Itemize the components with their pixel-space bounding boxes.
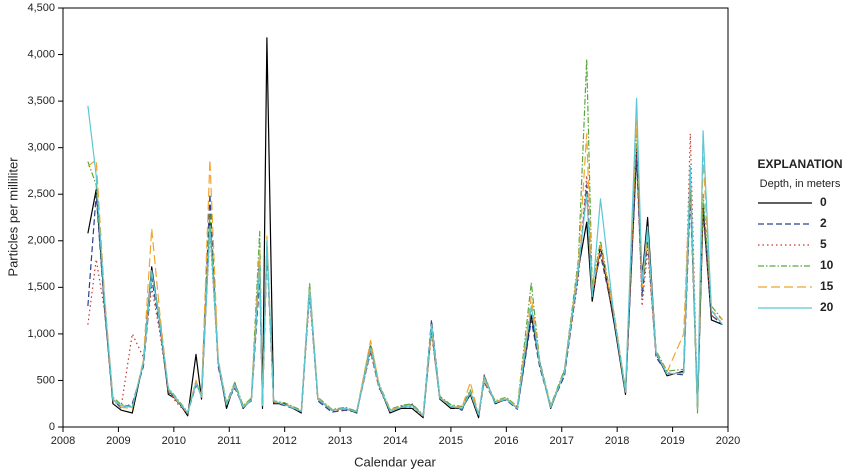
- legend-label: 15: [820, 279, 834, 293]
- y-tick-label: 0: [49, 421, 55, 433]
- y-tick-label: 3,500: [27, 95, 55, 107]
- series-line: [87, 133, 723, 418]
- x-tick-label: 2016: [494, 435, 518, 447]
- y-tick-label: 3,000: [27, 142, 55, 154]
- x-tick-label: 2008: [51, 435, 75, 447]
- legend-label: 10: [820, 258, 834, 272]
- legend-label: 0: [820, 195, 827, 209]
- x-tick-label: 2015: [439, 435, 463, 447]
- legend-label: 5: [820, 237, 827, 251]
- y-tick-label: 4,000: [27, 48, 55, 60]
- y-tick-label: 4,500: [27, 2, 55, 14]
- y-axis-title: Particles per milliliter: [5, 157, 20, 277]
- y-tick-label: 2,000: [27, 235, 55, 247]
- series-line: [87, 58, 723, 416]
- legend-label: 20: [820, 300, 834, 314]
- series-line: [87, 97, 723, 417]
- x-tick-label: 2017: [550, 435, 574, 447]
- x-tick-label: 2013: [328, 435, 352, 447]
- legend-subtitle: Depth, in meters: [760, 178, 841, 190]
- legend-title: EXPLANATION: [757, 157, 842, 171]
- x-tick-label: 2019: [660, 435, 684, 447]
- x-tick-label: 2014: [383, 435, 407, 447]
- y-tick-label: 1,500: [27, 281, 55, 293]
- y-tick-label: 500: [37, 374, 55, 386]
- x-tick-label: 2018: [605, 435, 629, 447]
- x-tick-label: 2011: [217, 435, 241, 447]
- y-tick-label: 2,500: [27, 188, 55, 200]
- x-tick-label: 2009: [106, 435, 130, 447]
- x-axis-title: Calendar year: [354, 454, 436, 469]
- x-tick-label: 2012: [272, 435, 296, 447]
- series-line: [87, 119, 723, 417]
- x-tick-label: 2010: [162, 435, 186, 447]
- series-line: [87, 156, 723, 417]
- x-tick-label: 2020: [716, 435, 740, 447]
- legend-label: 2: [820, 216, 827, 230]
- y-tick-label: 1,000: [27, 328, 55, 340]
- lines: [87, 37, 723, 419]
- plot-frame: [62, 7, 729, 428]
